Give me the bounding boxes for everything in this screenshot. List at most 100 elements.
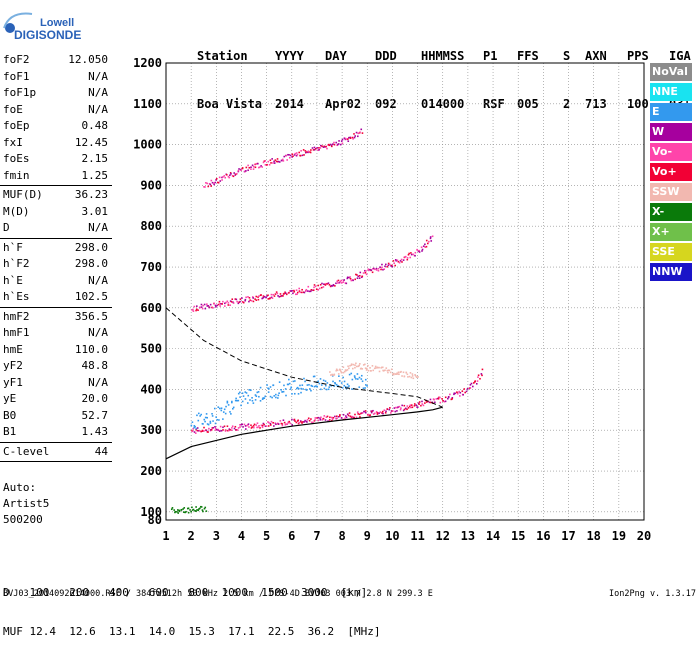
echo-point <box>270 420 273 423</box>
echo-point <box>470 382 473 385</box>
header-labels-row: StationYYYYDAYDDDHHMMSSP1FFSSAXNPPSIGAPS <box>197 48 700 64</box>
echo-point <box>352 279 354 282</box>
echo-point <box>205 510 208 512</box>
param-name: fmin <box>3 168 30 182</box>
echo-point <box>474 380 476 382</box>
echo-point <box>205 429 208 432</box>
echo-point <box>396 259 399 262</box>
echo-point <box>197 412 200 415</box>
echo-point <box>410 404 413 406</box>
echo-point <box>362 364 365 366</box>
echo-point <box>218 300 221 303</box>
echo-point <box>219 305 221 307</box>
echo-point <box>394 410 397 413</box>
echo-point <box>318 382 321 385</box>
echo-point <box>425 401 428 403</box>
y-tick-label: 800 <box>140 219 162 233</box>
echo-point <box>238 168 240 170</box>
echo-point <box>332 143 334 145</box>
echo-point <box>302 149 305 151</box>
echo-point <box>389 371 392 374</box>
echo-point <box>345 415 347 417</box>
echo-point <box>424 402 426 404</box>
echo-point <box>229 429 231 431</box>
echo-point <box>216 418 219 421</box>
echo-point <box>383 409 386 412</box>
echo-point <box>313 286 315 289</box>
param-row: yF2 48.8 <box>0 358 112 375</box>
echo-point <box>283 155 286 158</box>
echo-point <box>256 391 259 394</box>
echo-point <box>296 386 299 389</box>
echo-point <box>287 383 290 386</box>
echo-point <box>347 365 349 368</box>
echo-point <box>366 385 368 387</box>
echo-point <box>233 427 236 430</box>
echo-point <box>341 386 344 389</box>
echo-point <box>247 394 250 397</box>
echo-point <box>391 373 394 375</box>
echo-point <box>391 265 394 268</box>
echo-point <box>334 382 336 384</box>
echo-point <box>421 403 424 405</box>
echo-point <box>344 370 346 373</box>
echo-point <box>289 422 292 425</box>
x-tick-label: 6 <box>288 529 295 543</box>
echo-point <box>231 400 233 403</box>
echo-point <box>290 386 293 389</box>
echo-point <box>320 388 322 391</box>
echo-point <box>361 132 364 134</box>
echo-point <box>291 424 293 426</box>
echo-point <box>275 160 278 163</box>
echo-point <box>301 422 303 424</box>
echo-point <box>239 396 241 398</box>
header-value: 005 <box>517 97 539 111</box>
header-label: IGA <box>669 49 691 63</box>
echo-point <box>366 367 368 370</box>
echo-point <box>246 424 248 427</box>
echo-point <box>237 302 240 305</box>
echo-point <box>316 147 318 149</box>
echo-point <box>224 176 227 179</box>
echo-point <box>180 508 183 511</box>
echo-point <box>370 269 373 271</box>
echo-point <box>262 295 265 297</box>
echo-point <box>252 402 255 404</box>
echo-point <box>255 424 258 426</box>
echo-point <box>309 290 312 293</box>
echo-point <box>240 404 242 407</box>
echo-point <box>279 293 282 295</box>
echo-point <box>364 387 366 389</box>
echo-point <box>270 162 272 164</box>
echo-point <box>385 410 387 413</box>
echo-point <box>461 390 464 392</box>
echo-point <box>245 170 247 172</box>
echo-point <box>334 415 336 418</box>
echo-point <box>200 413 203 416</box>
echo-point <box>371 365 374 367</box>
legend-item: NoVal <box>650 63 692 81</box>
echo-point <box>331 145 333 148</box>
echo-point <box>328 386 331 388</box>
echo-point <box>298 290 301 292</box>
echo-point <box>210 185 212 187</box>
echo-point <box>345 282 348 285</box>
echo-point <box>367 268 370 271</box>
echo-point <box>198 508 200 510</box>
echo-point <box>318 287 321 290</box>
echo-point <box>195 308 198 311</box>
echo-point <box>293 289 295 292</box>
echo-point <box>351 415 354 418</box>
echo-point <box>213 407 216 410</box>
echo-point <box>226 425 229 428</box>
echo-point <box>350 279 353 282</box>
echo-point <box>281 159 283 162</box>
legend-item: X+ <box>650 223 692 241</box>
echo-point <box>225 173 228 176</box>
echo-point <box>282 295 284 297</box>
echo-point <box>398 261 401 264</box>
echo-point <box>277 423 280 425</box>
param-name: foE <box>3 102 23 116</box>
echo-point <box>456 391 458 393</box>
echo-point <box>195 510 197 512</box>
